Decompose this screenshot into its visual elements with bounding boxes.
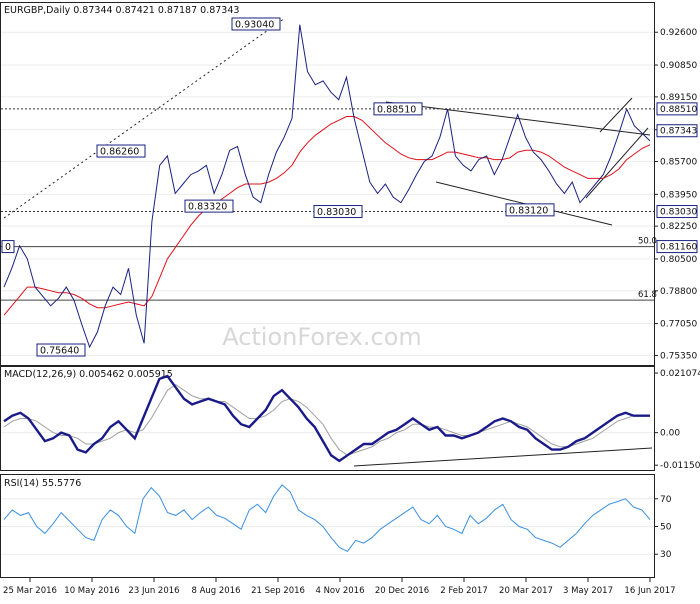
price-axis-marker-box: [656, 205, 698, 219]
price-axis-marker-box: [656, 102, 698, 116]
watermark: ActionForex.com: [222, 323, 422, 351]
price-axis-marker-box: [656, 124, 698, 138]
price-grid: [1, 31, 654, 356]
x-tick-label: 2 Feb 2017: [440, 586, 488, 596]
rsi-series: [3, 484, 651, 553]
x-tick-label: 4 Nov 2016: [315, 586, 364, 596]
price-axis-marker: 0.88510: [656, 102, 698, 116]
annotation-box: [1, 240, 15, 254]
trend-line-channel-top: [385, 101, 651, 136]
x-tick-label: 23 Jun 2016: [128, 586, 179, 596]
price-axis-tick-label: 0.78800: [660, 287, 697, 297]
annotation-text: 0.75640: [40, 346, 79, 357]
macd-panel-frame: [0, 366, 655, 471]
price-header: EURGBP,Daily 0.87344 0.87421 0.87187 0.8…: [4, 5, 239, 16]
fib-label: 50.0: [638, 237, 657, 247]
x-tick-label: 25 Mar 2016: [3, 586, 57, 596]
price-series: [3, 24, 651, 349]
macd-series: [3, 374, 650, 463]
annotation-text: 0.86260: [100, 147, 139, 158]
trend-line-rising-channel-top: [599, 97, 633, 133]
trend-line-rising-channel-bottom: [585, 127, 649, 199]
price-levels: 50.0 61.8: [1, 108, 657, 301]
rsi-grid: [1, 498, 654, 555]
x-tick-label: 20 Dec 2016: [375, 586, 429, 596]
price-axis-tick-label: 0.90850: [660, 61, 697, 71]
x-tick-label: 21 Sep 2016: [251, 586, 305, 596]
price-axis-marker: 0.81160: [656, 240, 698, 254]
macd-support-line: [353, 447, 653, 467]
annotation-text: 0: [5, 242, 11, 253]
trend-lines: [3, 17, 653, 467]
annotation-text: 0.83030: [317, 207, 356, 218]
rsi-line: [3, 484, 651, 553]
annotation-box: [96, 144, 146, 158]
price-annotation: 0.83320: [184, 199, 234, 213]
rsi-header: RSI(14) 55.5776: [4, 478, 81, 489]
fib-label: 61.8: [638, 290, 657, 300]
moving-average-line: [3, 116, 651, 316]
rsi-axis-tick-label: 30: [660, 550, 672, 560]
annotation-text: 0.83120: [509, 205, 548, 216]
price-axis-tick-label: 0.83950: [660, 190, 697, 200]
price-annotation: 0.88510: [373, 102, 423, 116]
price-axis-tick-label: 0.89150: [660, 93, 697, 103]
trend-line-dotted-up: [3, 17, 286, 219]
price-axis-marker: 0.87343: [656, 124, 698, 138]
price-axis-tick-label: 0.75350: [660, 351, 697, 361]
annotation-box: [184, 199, 234, 213]
annotation-box: [231, 17, 281, 31]
price-axis-marker-box: [656, 240, 698, 254]
x-tick-label: 8 Aug 2016: [191, 586, 240, 596]
price-annotation: 0: [1, 240, 15, 254]
macd-axis-tick-label: 0.021074: [660, 369, 700, 379]
price-annotations: 0.93040 0.86260 0.83320 0.83030 0.88510 0.831…: [1, 17, 555, 357]
price-axis-tick-label: 0.82250: [660, 222, 697, 232]
x-axis: 25 Mar 2016 10 May 2016 23 Jun 2016 8 Aug 2…: [3, 578, 676, 596]
price-axis-tick-label: 0.92600: [660, 28, 697, 38]
macd-signal-line: [3, 383, 650, 456]
price-axis-marker-label: 0.88510: [660, 105, 697, 115]
price-y-axis: 0.926000.908500.891500.874000.857000.839…: [654, 28, 698, 361]
price-axis-tick-label: 0.80500: [660, 255, 697, 265]
rsi-y-axis: 70 50 30: [654, 495, 672, 560]
macd-line: [3, 374, 650, 463]
price-axis-marker-label: 0.81160: [660, 243, 697, 253]
annotation-box: [505, 203, 555, 217]
price-axis-marker-label: 0.83030: [660, 208, 697, 218]
annotation-box: [36, 343, 86, 357]
price-axis-marker: 0.83030: [656, 205, 698, 219]
price-panel-frame: [0, 2, 655, 366]
price-annotation: 0.93040: [231, 17, 281, 31]
price-axis-tick-label: 0.77050: [660, 320, 697, 330]
price-line: [3, 24, 651, 349]
macd-axis-tick-label: 0.00: [660, 429, 680, 439]
price-annotation: 0.83030: [313, 205, 363, 219]
rsi-axis-tick-label: 70: [660, 495, 672, 505]
annotation-box: [313, 205, 363, 219]
price-axis-marker-label: 0.87343: [660, 127, 697, 137]
price-annotation: 0.75640: [36, 343, 86, 357]
price-annotation: 0.83120: [505, 203, 555, 217]
macd-header: MACD(12,26,9) 0.005462 0.005915: [4, 369, 173, 380]
x-tick-label: 10 May 2016: [64, 586, 119, 596]
x-tick-label: 16 Jun 2017: [624, 586, 675, 596]
annotation-text: 0.88510: [377, 104, 416, 115]
price-annotation: 0.86260: [96, 144, 146, 158]
annotation-text: 0.93040: [235, 19, 274, 30]
rsi-axis-tick-label: 50: [660, 523, 672, 533]
price-axis-tick-label: 0.85700: [660, 158, 697, 168]
annotation-box: [373, 102, 423, 116]
x-tick-label: 20 Mar 2017: [499, 586, 553, 596]
x-tick-label: 3 May 2017: [563, 586, 613, 596]
annotation-text: 0.83320: [188, 202, 227, 213]
